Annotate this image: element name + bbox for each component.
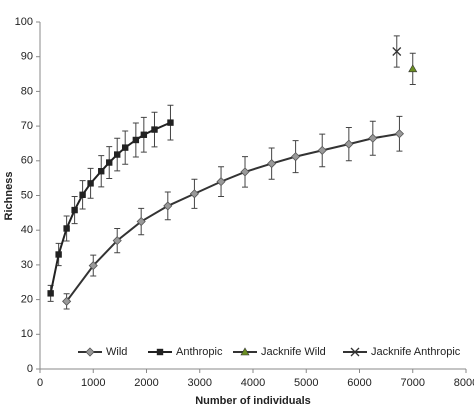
y-tick-label: 30 bbox=[21, 259, 33, 271]
marker bbox=[98, 168, 105, 175]
x-tick-label: 0 bbox=[37, 377, 43, 389]
marker bbox=[408, 64, 418, 73]
y-tick-label: 40 bbox=[21, 224, 33, 236]
marker bbox=[167, 119, 174, 126]
marker bbox=[216, 177, 226, 187]
y-tick-label: 20 bbox=[21, 294, 33, 306]
x-tick-label: 4000 bbox=[241, 377, 265, 389]
legend-item: Anthropic bbox=[148, 346, 223, 358]
marker bbox=[114, 151, 121, 158]
marker bbox=[79, 191, 86, 199]
legend-swatch bbox=[350, 347, 360, 357]
marker bbox=[344, 139, 354, 149]
legend-item: Wild bbox=[78, 346, 127, 358]
legend-item: Jacknife Anthropic bbox=[343, 346, 461, 358]
y-tick-label: 80 bbox=[21, 85, 33, 97]
series-line bbox=[49, 121, 171, 294]
x-tick-label: 1000 bbox=[81, 377, 105, 389]
marker bbox=[62, 296, 72, 306]
y-axis-title: Richness bbox=[3, 172, 15, 221]
legend-swatch bbox=[240, 347, 250, 356]
x-tick-label: 6000 bbox=[347, 377, 371, 389]
y-tick-label: 60 bbox=[21, 155, 33, 167]
y-tick-label: 70 bbox=[21, 120, 33, 132]
marker bbox=[163, 201, 173, 211]
marker bbox=[189, 189, 199, 199]
marker bbox=[394, 129, 405, 139]
marker bbox=[151, 126, 158, 133]
x-tick-label: 5000 bbox=[294, 377, 318, 389]
marker bbox=[267, 159, 277, 169]
marker bbox=[87, 180, 94, 187]
legend-swatch bbox=[85, 347, 95, 357]
x-tick-label: 7000 bbox=[401, 377, 425, 389]
y-tick-label: 50 bbox=[21, 189, 33, 201]
marker bbox=[122, 144, 129, 151]
x-axis-title: Number of individuals bbox=[195, 395, 311, 407]
series-line bbox=[65, 132, 400, 302]
marker bbox=[88, 261, 98, 271]
legend-item: Jacknife Wild bbox=[233, 346, 326, 358]
marker bbox=[140, 131, 148, 138]
marker bbox=[47, 290, 54, 297]
legend-label: Wild bbox=[106, 346, 127, 358]
marker bbox=[63, 225, 70, 232]
marker bbox=[136, 216, 146, 227]
x-tick-label: 2000 bbox=[134, 377, 158, 389]
y-tick-label: 10 bbox=[21, 328, 33, 340]
y-tick-label: 90 bbox=[21, 51, 33, 63]
marker bbox=[368, 133, 378, 143]
x-tick-label: 3000 bbox=[188, 377, 212, 389]
legend-label: Jacknife Wild bbox=[261, 346, 326, 358]
marker bbox=[392, 47, 402, 56]
y-tick-label: 0 bbox=[27, 363, 33, 375]
marker bbox=[291, 152, 301, 162]
x-tick-label: 8000 bbox=[454, 377, 474, 389]
marker bbox=[240, 167, 250, 177]
marker bbox=[317, 145, 327, 155]
marker bbox=[112, 236, 122, 246]
y-tick-label: 100 bbox=[15, 16, 33, 28]
marker bbox=[55, 251, 62, 258]
legend-swatch bbox=[156, 348, 164, 356]
marker bbox=[71, 206, 78, 214]
marker bbox=[132, 136, 140, 144]
legend-label: Jacknife Anthropic bbox=[371, 346, 461, 358]
marker bbox=[106, 159, 113, 166]
legend-label: Anthropic bbox=[176, 346, 223, 358]
